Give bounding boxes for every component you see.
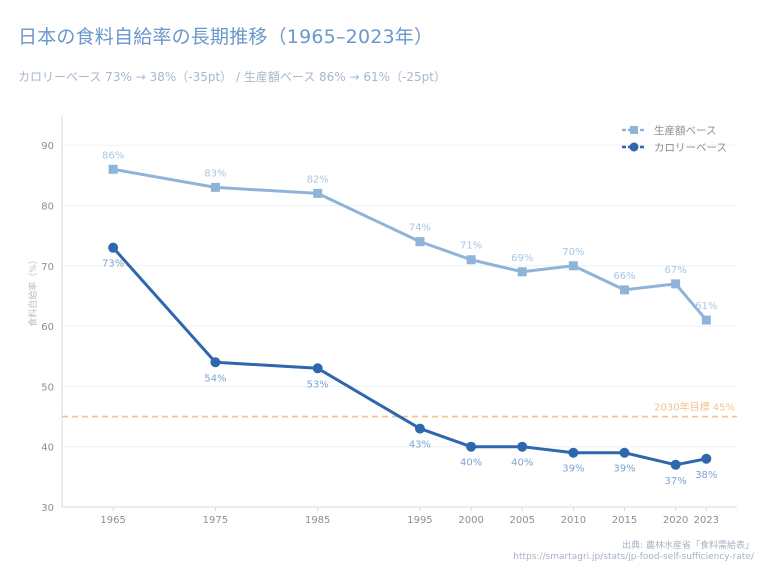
calorie-data-label: 39% <box>562 464 584 475</box>
x-tick-label: 2010 <box>561 515 586 526</box>
chart-title: 日本の食料自給率の長期推移（1965–2023年） <box>18 26 434 48</box>
production-point <box>701 315 711 325</box>
calorie-point <box>466 441 477 452</box>
y-tick-label: 80 <box>41 201 54 212</box>
production-data-label: 67% <box>665 265 687 276</box>
calorie-data-label: 39% <box>613 464 635 475</box>
x-tick-label: 1985 <box>305 515 330 526</box>
x-tick-label: 2005 <box>510 515 535 526</box>
production-point <box>210 182 220 192</box>
calorie-point <box>108 242 119 253</box>
legend-label-production: 生産額ベース <box>654 124 716 137</box>
source-url: https://smartagri.jp/stats/jp-food-self-… <box>513 552 754 562</box>
calorie-point <box>619 447 630 458</box>
production-point <box>466 255 476 265</box>
source-citation: 出典: 農林水産省「食料需給表」 <box>622 541 754 551</box>
production-data-label: 82% <box>307 174 329 185</box>
calorie-data-label: 43% <box>409 440 431 451</box>
production-point <box>108 164 118 174</box>
calorie-point <box>568 447 579 458</box>
chart-subtitle: カロリーベース 73% → 38%（-35pt） / 生産額ベース 86% → … <box>18 70 447 84</box>
calorie-data-label: 53% <box>307 379 329 390</box>
legend-label-calorie: カロリーベース <box>654 142 727 154</box>
x-tick-label: 2000 <box>458 515 483 526</box>
legend-marker-production <box>630 126 638 134</box>
y-tick-label: 50 <box>41 382 54 393</box>
legend-marker-calorie <box>629 142 639 152</box>
calorie-data-label: 73% <box>102 259 124 270</box>
production-point <box>620 285 629 295</box>
production-point <box>517 267 527 277</box>
calorie-point <box>312 363 323 374</box>
production-point <box>313 188 323 198</box>
target-label: 2030年目標 45% <box>654 401 735 414</box>
calorie-point <box>701 453 712 464</box>
production-data-label: 70% <box>562 247 584 258</box>
calorie-point <box>517 441 528 452</box>
calorie-data-label: 40% <box>460 458 482 469</box>
x-tick-label: 2020 <box>663 515 688 526</box>
calorie-data-label: 38% <box>695 470 717 481</box>
production-data-label: 69% <box>511 253 533 264</box>
y-tick-label: 40 <box>41 443 54 454</box>
calorie-series-line <box>111 246 708 467</box>
production-data-label: 86% <box>102 150 124 161</box>
production-point <box>568 261 578 271</box>
production-series-line <box>111 167 708 322</box>
production-point <box>415 237 425 247</box>
calorie-data-label: 40% <box>511 458 533 469</box>
y-tick-label: 30 <box>41 503 54 514</box>
calorie-point <box>414 423 425 434</box>
x-tick-label: 2015 <box>612 515 637 526</box>
production-data-label: 71% <box>460 241 482 252</box>
calorie-data-label: 37% <box>665 476 687 487</box>
y-tick-label: 60 <box>41 322 54 333</box>
production-data-label: 74% <box>409 223 431 234</box>
production-data-label: 83% <box>204 168 226 179</box>
x-tick-label: 1965 <box>100 515 125 526</box>
production-data-label: 61% <box>695 301 717 312</box>
y-axis-title: 食料自給率（%） <box>27 255 39 327</box>
y-tick-label: 90 <box>41 141 54 152</box>
calorie-data-label: 54% <box>204 373 226 384</box>
x-tick-label: 1975 <box>203 515 228 526</box>
x-tick-label: 2023 <box>694 515 719 526</box>
y-tick-label: 70 <box>41 262 54 273</box>
production-point <box>671 279 681 289</box>
production-data-label: 66% <box>613 271 635 282</box>
calorie-point <box>210 357 221 368</box>
x-tick-label: 1995 <box>407 515 432 526</box>
calorie-point <box>670 459 681 470</box>
